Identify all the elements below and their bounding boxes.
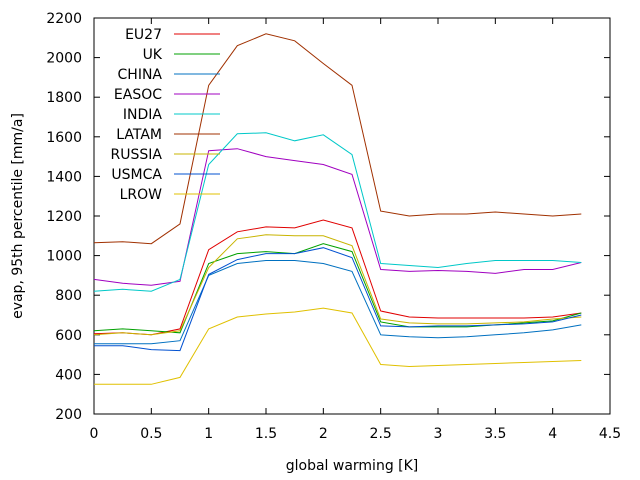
series-line-eu27 (93, 219, 582, 336)
y-tick-label: 800 (55, 288, 82, 304)
y-tick-label: 1200 (46, 209, 82, 225)
series-line-easoc (93, 148, 582, 286)
x-tick-label: 4.5 (599, 426, 621, 442)
y-tick-label: 400 (55, 367, 82, 383)
legend-label-china: CHINA (118, 67, 163, 83)
series-line-usmca (94, 247, 582, 352)
y-axis-label: evap, 95th percentile [mm/a] (10, 113, 26, 319)
y-tick-label: 1000 (46, 249, 82, 265)
legend: EU27 UK CHINA EASOC INDIA LATAM RUSSIA USMCA LRO… (111, 27, 220, 203)
y-tick-label: 200 (55, 407, 82, 423)
series-line-india (93, 132, 582, 292)
series-line-china (94, 260, 582, 345)
series-line-latam (93, 33, 582, 245)
x-axis-label: global warming [K] (286, 458, 419, 474)
y-tick-label: 2000 (46, 51, 82, 67)
series-line-uk (93, 243, 582, 334)
legend-label-russia: RUSSIA (111, 147, 163, 163)
y-tick-label: 600 (55, 328, 82, 344)
x-tick-label: 3.5 (484, 426, 506, 442)
x-tick-label: 2 (319, 426, 328, 442)
x-tick-label: 0.5 (140, 426, 162, 442)
x-tick-label: 4 (548, 426, 557, 442)
legend-label-usmca: USMCA (111, 167, 162, 183)
x-tick-label: 0 (90, 426, 99, 442)
x-tick-label: 3 (434, 426, 443, 442)
y-tick-label: 2200 (46, 11, 82, 27)
series-lines (93, 33, 582, 385)
legend-label-uk: UK (143, 47, 163, 63)
series-line-lrow (94, 307, 582, 385)
series-line-russia (93, 234, 582, 336)
y-tick-label: 1600 (46, 130, 82, 146)
x-tick-label: 1.5 (255, 426, 277, 442)
x-tick-label: 1 (204, 426, 213, 442)
legend-label-lrow: LROW (120, 187, 163, 203)
x-tick-label: 2.5 (370, 426, 392, 442)
plot-frame (93, 17, 611, 415)
axis-ticks (93, 17, 611, 415)
legend-label-latam: LATAM (116, 127, 162, 143)
legend-label-easoc: EASOC (114, 87, 162, 103)
legend-label-india: INDIA (123, 107, 163, 123)
y-tick-label: 1800 (46, 90, 82, 106)
y-tick-label: 1400 (46, 169, 82, 185)
legend-label-eu27: EU27 (125, 27, 162, 43)
tick-labels: 0 0.5 1 1.5 2 2.5 3 3.5 4 4.5 200 400 600 800 1000 1200… (46, 11, 621, 442)
